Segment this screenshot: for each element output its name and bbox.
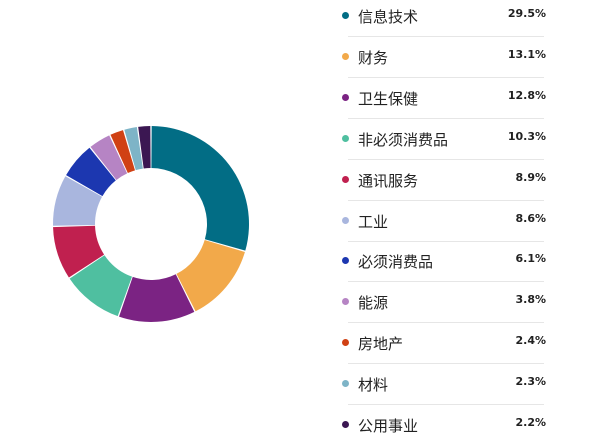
donut-slice-7 [66,147,116,197]
legend-divider [348,404,544,406]
legend-divider [348,281,544,283]
legend-value: 6.1% [515,252,546,266]
legend-color-dot [342,175,349,183]
chart-legend: 信息技术 29.5% 财务 13.1% 卫生保健 12.8% 非必须消费品 10.3% 通讯服务… [340,0,550,438]
donut-slice-11 [138,126,151,169]
legend-divider [348,76,544,78]
legend-color-dot [342,339,349,347]
legend-item: 非必须消费品 10.3% [340,128,550,152]
legend-divider [348,158,544,160]
legend-item: 工业 8.6% [340,210,550,234]
legend-label: 必须消费品 [358,253,434,272]
legend-color-dot [342,380,349,388]
legend-color-dot [342,93,349,101]
donut-slice-1 [151,126,250,251]
legend-value: 12.8% [507,88,546,102]
legend-value: 13.1% [507,47,546,61]
legend-item: 必须消费品 6.1% [340,250,550,274]
legend-label: 非必须消费品 [358,130,449,149]
donut-slice-4 [69,255,132,317]
legend-value: 3.8% [515,293,546,307]
legend-item: 卫生保健 12.8% [340,87,550,111]
legend-label: 财务 [358,48,389,67]
legend-divider [348,322,544,324]
legend-value: 2.2% [515,416,546,429]
legend-divider [348,363,544,365]
legend-item: 财务 13.1% [340,46,550,70]
legend-color-dot [342,134,349,142]
legend-label: 工业 [358,212,389,231]
legend-value: 2.3% [515,375,546,389]
legend-color-dot [342,12,349,19]
legend-item: 信息技术 29.5% [340,5,550,29]
donut-chart [53,126,250,322]
legend-label: 房地产 [358,335,404,354]
legend-label: 通讯服务 [358,171,419,190]
legend-value: 2.4% [515,334,546,348]
legend-color-dot [342,298,349,306]
legend-item: 房地产 2.4% [340,332,550,356]
donut-slice-2 [176,239,245,312]
legend-label: 卫生保健 [358,89,419,108]
legend-value: 10.3% [507,129,546,143]
legend-item: 公用事业 2.2% [340,414,550,438]
donut-slice-8 [90,135,128,180]
legend-color-dot [342,52,349,60]
legend-color-dot [342,421,349,428]
legend-label: 能源 [358,294,389,313]
legend-value: 29.5% [507,7,546,20]
legend-item: 能源 3.8% [340,291,550,315]
legend-value: 8.6% [515,211,546,225]
legend-color-dot [342,257,349,265]
legend-color-dot [342,216,349,224]
legend-divider [348,36,544,37]
legend-item: 通讯服务 8.9% [340,169,550,193]
legend-divider [348,199,544,201]
donut-slice-9 [110,130,136,174]
legend-label: 信息技术 [358,8,419,26]
legend-divider [348,240,544,242]
donut-slice-5 [53,225,105,278]
legend-label: 材料 [358,376,389,395]
legend-label: 公用事业 [358,417,419,435]
donut-slice-6 [53,176,103,226]
donut-slice-10 [124,127,143,171]
legend-item: 材料 2.3% [340,373,550,397]
legend-value: 8.9% [515,170,546,184]
legend-divider [348,117,544,119]
donut-slice-3 [119,274,195,322]
